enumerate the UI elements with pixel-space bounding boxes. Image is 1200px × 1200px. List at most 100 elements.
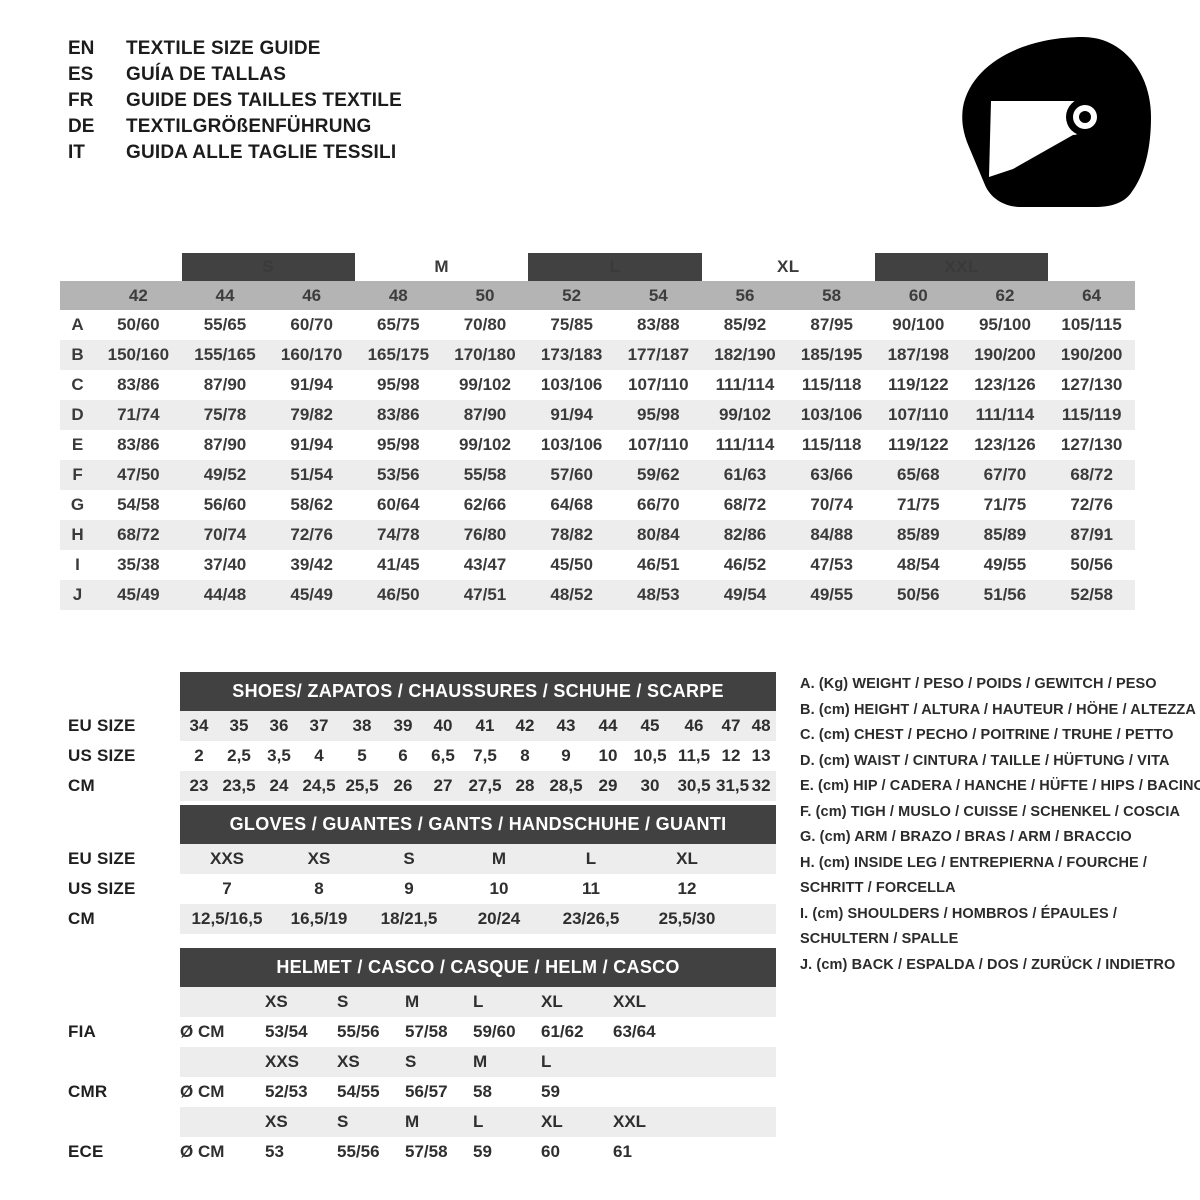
cell: 123/126 [961, 370, 1049, 400]
helmet-title-spacer [60, 948, 180, 987]
cell: 85/89 [874, 520, 962, 550]
header-size-62: 62 [961, 281, 1049, 310]
cell: 28,5 [544, 771, 588, 801]
shoes-eu-label: EU SIZE [60, 711, 180, 741]
gloves-section: GLOVES / GUANTES / GANTS / HANDSCHUHE / … [60, 805, 777, 934]
cell: 50/60 [95, 310, 182, 340]
shoes-us-row: US SIZE 2 2,5 3,5 4 5 6 6,5 7,5 8 9 10 1… [60, 741, 777, 771]
header-size-52: 52 [528, 281, 615, 310]
cell: 41 [464, 711, 506, 741]
title-row-en: EN TEXTILE SIZE GUIDE [68, 38, 402, 64]
cell: 59 [473, 1137, 541, 1167]
row-label-a: A [60, 310, 96, 340]
cell: 85/89 [961, 520, 1049, 550]
cell: 30,5 [672, 771, 716, 801]
cell: XS [265, 987, 337, 1017]
table-row: F 47/50 49/52 51/54 53/56 55/58 57/60 59… [60, 460, 1135, 490]
cell: 68/72 [701, 490, 789, 520]
cell: 170/180 [441, 340, 529, 370]
cell: 150/160 [95, 340, 182, 370]
size-band-l: L [528, 253, 702, 281]
cell: 46/50 [354, 580, 442, 610]
cell: 6,5 [422, 741, 464, 771]
cell: 12 [638, 874, 736, 904]
cell: 56/60 [181, 490, 269, 520]
cell: 48/53 [614, 580, 702, 610]
gloves-us-row: US SIZE 7 8 9 10 11 12 [60, 874, 777, 904]
cell: 9 [364, 874, 454, 904]
cell: 25,5 [340, 771, 384, 801]
cell: 85/92 [701, 310, 789, 340]
cell: 37/40 [181, 550, 269, 580]
cell: 160/170 [268, 340, 355, 370]
cell: XS [274, 844, 364, 874]
gloves-eu-row: EU SIZE XXS XS S M L XL [60, 844, 777, 874]
cell: 82/86 [701, 520, 789, 550]
table-row: C 83/86 87/90 91/94 95/98 99/102 103/106… [60, 370, 1135, 400]
shoes-title-spacer [60, 672, 180, 711]
row-label-h: H [60, 520, 96, 550]
cell: 49/55 [788, 580, 875, 610]
cell: 74/78 [354, 520, 442, 550]
cell: 49/55 [961, 550, 1049, 580]
cell: 95/98 [354, 430, 442, 460]
cell: 65/68 [874, 460, 962, 490]
cell: 61/63 [701, 460, 789, 490]
legend-line-a: A. (Kg) WEIGHT / PESO / POIDS / GEWITCH … [800, 676, 1157, 692]
lang-code-es: ES [68, 64, 94, 85]
shoes-cm-label: CM [60, 771, 180, 801]
cell: 61 [613, 1137, 685, 1167]
cell [685, 1017, 777, 1047]
cell: 32 [746, 771, 777, 801]
legend-line-d: D. (cm) WAIST / CINTURA / TAILLE / HÜFTU… [800, 752, 1170, 769]
cell: 50/56 [1048, 550, 1135, 580]
cell: 48 [746, 711, 777, 741]
header-size-42: 42 [95, 281, 182, 310]
cell: 60/70 [268, 310, 355, 340]
cell [736, 844, 777, 874]
shoes-us-label: US SIZE [60, 741, 180, 771]
cell: 34 [180, 711, 218, 741]
cell: 7 [180, 874, 274, 904]
row-label-f: F [60, 460, 96, 490]
row-label-g: G [60, 490, 96, 520]
gloves-cm-row: CM 12,5/16,5 16,5/19 18/21,5 20/24 23/26… [60, 904, 777, 934]
row-label-i: I [60, 550, 96, 580]
cell: 41/45 [354, 550, 442, 580]
cell: 38 [340, 711, 384, 741]
cell: 71/74 [95, 400, 182, 430]
cell: 2,5 [218, 741, 260, 771]
shoes-title: SHOES/ ZAPATOS / CHAUSSURES / SCHUHE / S… [180, 672, 777, 711]
legend-line-b: B. (cm) HEIGHT / ALTURA / HAUTEUR / HÖHE… [800, 701, 1196, 718]
cell: 46/52 [701, 550, 789, 580]
shoes-section: SHOES/ ZAPATOS / CHAUSSURES / SCHUHE / S… [60, 672, 777, 801]
cell [180, 1047, 265, 1077]
cell: XXL [613, 1107, 685, 1137]
shoes-title-cell: SHOES/ ZAPATOS / CHAUSSURES / SCHUHE / S… [180, 672, 777, 711]
header-size-44: 44 [181, 281, 269, 310]
cell: 65/75 [354, 310, 442, 340]
cell: 87/90 [181, 370, 269, 400]
cell: M [454, 844, 544, 874]
cell: 72/76 [268, 520, 355, 550]
cell: 30 [628, 771, 672, 801]
gloves-title: GLOVES / GUANTES / GANTS / HANDSCHUHE / … [180, 805, 777, 844]
cell: 59/60 [473, 1017, 541, 1047]
cell: 79/82 [268, 400, 355, 430]
gloves-us-label: US SIZE [60, 874, 180, 904]
cell: 55/65 [181, 310, 269, 340]
cell [685, 1047, 777, 1077]
cell: 27 [422, 771, 464, 801]
header-size-58: 58 [788, 281, 875, 310]
cell: 185/195 [788, 340, 875, 370]
cell: 119/122 [874, 370, 962, 400]
cell: 44 [588, 711, 628, 741]
cell: 177/187 [614, 340, 702, 370]
helmet-cmr-size-row: XXS XS S M L [60, 1047, 777, 1077]
cell: 57/58 [405, 1137, 473, 1167]
cell: 80/84 [614, 520, 702, 550]
title-block: EN TEXTILE SIZE GUIDE ES GUÍA DE TALLAS … [68, 38, 402, 168]
cell: 11 [544, 874, 638, 904]
helmet-cmr-unit: Ø CM [180, 1077, 265, 1107]
cell: 45/50 [528, 550, 615, 580]
